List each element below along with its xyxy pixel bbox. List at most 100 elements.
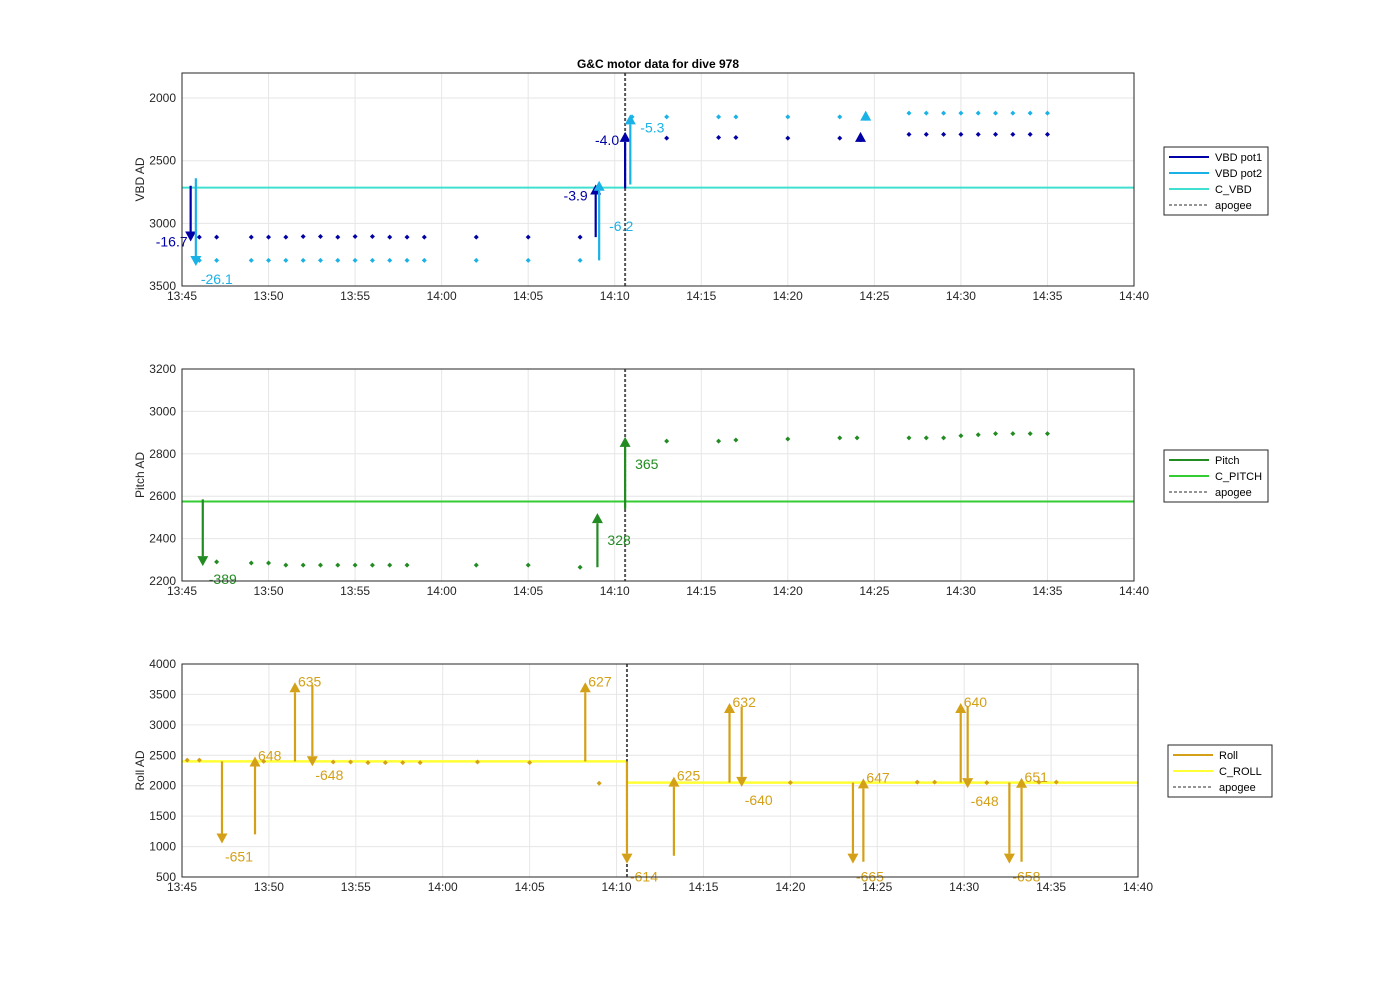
data-point [1044, 110, 1050, 116]
x-tick-label: 14:15 [686, 289, 716, 303]
data-point [1036, 779, 1042, 785]
x-tick-label: 13:50 [254, 880, 284, 894]
data-point [335, 562, 341, 568]
data-point [733, 114, 739, 120]
data-point [300, 257, 306, 263]
data-point [387, 562, 393, 568]
data-point [941, 110, 947, 116]
move-arrow-head [860, 110, 872, 121]
move-label: 365 [635, 456, 659, 472]
data-point [527, 760, 533, 766]
data-point [300, 562, 306, 568]
data-point [1044, 431, 1050, 437]
data-point [473, 234, 479, 240]
move-label: -16.7 [156, 234, 188, 250]
move-arrow-head [724, 702, 736, 713]
x-tick-label: 14:30 [949, 880, 979, 894]
data-point [387, 257, 393, 263]
y-tick-label: 2500 [149, 154, 176, 168]
data-point [664, 135, 670, 141]
data-point [854, 435, 860, 441]
move-arrow-head [955, 702, 967, 713]
move-label: 640 [964, 694, 988, 710]
figure-title: G&C motor data for dive 978 [577, 57, 739, 71]
data-point [400, 760, 406, 766]
data-point [993, 131, 999, 137]
move-arrow-head [1016, 777, 1028, 788]
x-tick-label: 14:00 [428, 880, 458, 894]
y-tick-label: 1000 [149, 840, 176, 854]
data-point [473, 562, 479, 568]
move-arrow-head [249, 756, 261, 767]
y-tick-label: 3200 [149, 362, 176, 376]
data-point [473, 257, 479, 263]
data-point [733, 135, 739, 141]
y-tick-label: 2500 [149, 748, 176, 762]
data-point [787, 780, 793, 786]
x-tick-label: 14:25 [859, 584, 889, 598]
plot-area [182, 73, 1134, 286]
x-tick-label: 14:40 [1123, 880, 1153, 894]
data-point [352, 257, 358, 263]
data-point [837, 114, 843, 120]
move-arrow-head [185, 231, 197, 242]
data-point [417, 760, 423, 766]
data-point [365, 760, 371, 766]
plot-area [182, 369, 1134, 581]
data-point [300, 234, 306, 240]
data-point [266, 560, 272, 566]
move-arrow-head [306, 756, 318, 767]
data-point [387, 234, 393, 240]
x-tick-label: 14:30 [946, 584, 976, 598]
data-point [404, 257, 410, 263]
move-arrow-head [619, 436, 631, 447]
move-arrow-head [579, 682, 591, 693]
data-point [261, 758, 267, 764]
move-label: -6.2 [609, 218, 633, 234]
data-point [525, 257, 531, 263]
x-tick-label: 13:55 [340, 289, 370, 303]
x-tick-label: 13:45 [167, 289, 197, 303]
data-point [733, 437, 739, 443]
move-arrow-head [668, 776, 680, 787]
data-point [404, 562, 410, 568]
data-point [664, 114, 670, 120]
data-point [369, 234, 375, 240]
legend-entry: C_ROLL [1219, 766, 1262, 778]
plot-area [182, 664, 1138, 877]
y-tick-label: 2000 [149, 779, 176, 793]
y-axis-label: VBD AD [133, 157, 147, 201]
data-point [266, 234, 272, 240]
legend-entry: VBD pot1 [1215, 152, 1262, 164]
data-point [941, 435, 947, 441]
data-point [421, 234, 427, 240]
data-point [716, 114, 722, 120]
data-point [906, 131, 912, 137]
x-tick-label: 14:15 [686, 584, 716, 598]
data-point [184, 757, 190, 763]
x-tick-label: 14:10 [602, 880, 632, 894]
move-arrow-head [216, 833, 228, 844]
data-point [932, 779, 938, 785]
data-point [283, 562, 289, 568]
data-point [248, 234, 254, 240]
data-point [941, 131, 947, 137]
data-point [993, 110, 999, 116]
data-point [577, 257, 583, 263]
move-arrow-head [619, 131, 631, 142]
x-tick-label: 14:35 [1036, 880, 1066, 894]
y-tick-label: 3500 [149, 687, 176, 701]
move-label: -26.1 [201, 271, 233, 287]
move-arrow-head [962, 778, 974, 789]
move-arrow-head [591, 513, 603, 524]
x-tick-label: 14:05 [513, 584, 543, 598]
data-point [317, 562, 323, 568]
data-point [785, 114, 791, 120]
data-point [525, 234, 531, 240]
move-label: 635 [298, 673, 322, 689]
data-point [525, 562, 531, 568]
move-label: -389 [209, 571, 237, 587]
y-tick-label: 2800 [149, 447, 176, 461]
x-tick-label: 14:20 [773, 289, 803, 303]
data-point [335, 257, 341, 263]
